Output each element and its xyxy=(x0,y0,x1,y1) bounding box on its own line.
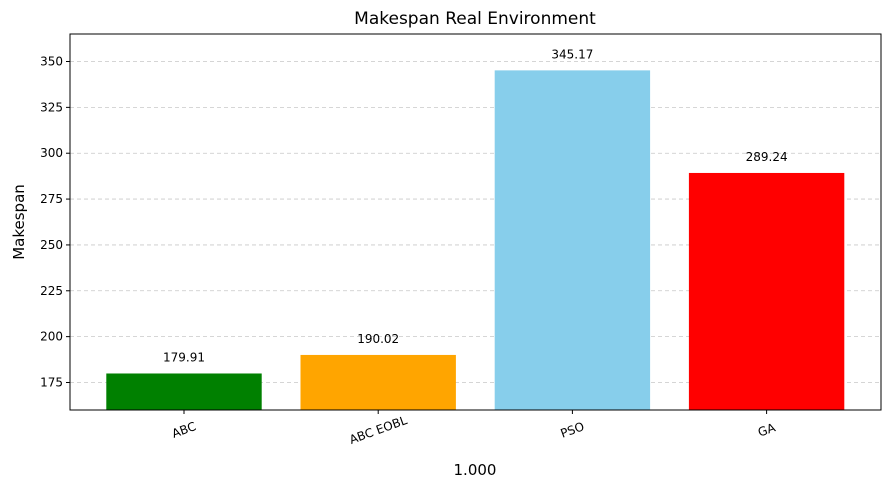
y-tick-label: 275 xyxy=(40,192,63,206)
plot-frame xyxy=(69,33,882,411)
x-tick-label: ABC xyxy=(170,419,198,441)
y-tick-label: 175 xyxy=(40,375,63,389)
y-tick-label: 225 xyxy=(40,284,63,298)
bars xyxy=(106,70,845,410)
data-label: 345.17 xyxy=(551,47,593,61)
y-axis-ticks: 175 200 225 250 275 300 325 350 xyxy=(40,55,70,389)
data-label: 179.91 xyxy=(163,350,205,364)
x-axis-ticks: ABC ABC EOBL PSO GA xyxy=(170,410,778,447)
y-tick-label: 325 xyxy=(40,100,63,114)
data-labels: 179.91 190.02 345.17 289.24 xyxy=(163,47,788,364)
x-tick-label: ABC EOBL xyxy=(347,413,409,447)
x-tick-label: GA xyxy=(756,420,778,439)
y-tick-label: 350 xyxy=(40,55,63,69)
data-label: 289.24 xyxy=(746,150,788,164)
x-axis-label: 1.000 xyxy=(454,461,497,479)
y-tick-label: 250 xyxy=(40,238,63,252)
y-axis-label: Makespan xyxy=(10,184,28,260)
bar-pso xyxy=(494,70,651,410)
chart-title: Makespan Real Environment xyxy=(354,9,596,29)
x-tick-label: PSO xyxy=(559,419,587,440)
bar-ga xyxy=(688,172,845,410)
bar-abc xyxy=(106,373,262,410)
data-label: 190.02 xyxy=(357,332,399,346)
bar-abc-eobl xyxy=(300,354,456,410)
y-tick-label: 200 xyxy=(40,330,63,344)
y-tick-label: 300 xyxy=(40,146,63,160)
